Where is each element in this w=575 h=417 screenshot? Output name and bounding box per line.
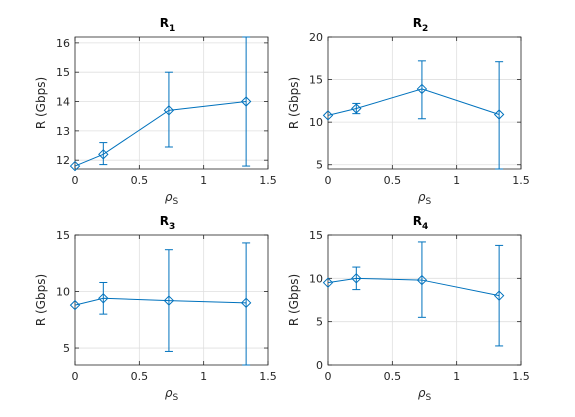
y-axis-label: R (Gbps): [287, 274, 301, 326]
x-tick-label: 1: [200, 370, 207, 383]
x-tick-label: 1: [453, 370, 460, 383]
subplot-r3: 0 0.5 1 1.5 5 10 15 R3 ρS R (Gbps): [34, 214, 277, 403]
y-tick-label: 12: [56, 154, 70, 167]
axes-box: [74, 36, 269, 170]
y-axis-label: R (Gbps): [34, 274, 48, 326]
data-point-marker: [351, 273, 362, 284]
x-tick-label: 1.5: [259, 370, 277, 383]
subplot-r4: 0 0.5 1 1.5 0 5 10 15 R4 ρS R (Gbps): [287, 214, 530, 403]
y-tick-label: 16: [56, 37, 70, 50]
chart-title-main: R: [413, 16, 422, 30]
x-axis-label-main: ρ: [165, 190, 173, 204]
x-tick-label: 1: [200, 174, 207, 187]
x-axis-label-subscript: S: [172, 197, 178, 207]
chart-title: R4: [413, 214, 429, 232]
data-point-marker: [98, 149, 109, 160]
data-point-marker: [322, 277, 334, 288]
x-tick-label: 0.5: [131, 370, 149, 383]
x-tick-label: 1.5: [259, 174, 277, 187]
chart-title-subscript: 1: [169, 24, 175, 34]
chart-title: R3: [160, 214, 176, 232]
data-point-marker: [163, 295, 175, 306]
y-tick-label: 14: [56, 96, 70, 109]
data-point-marker: [69, 299, 81, 311]
y-tick-label: 10: [56, 286, 70, 299]
series-line: [327, 277, 500, 297]
y-tick-label: 20: [309, 31, 323, 44]
x-axis-label-main: ρ: [418, 386, 426, 400]
series-line: [74, 101, 247, 167]
data-point-marker: [416, 274, 428, 286]
subplot-r2: 0 0.5 1 1.5 5 10 15 20 R2 ρS R (Gbps): [287, 16, 530, 207]
data-point-marker: [493, 109, 505, 120]
x-tick-label: 1.5: [512, 370, 530, 383]
y-tick-label: 5: [316, 159, 323, 172]
chart-title-subscript: 3: [169, 222, 175, 232]
x-tick-label: 0: [72, 174, 79, 187]
chart-title-subscript: 2: [422, 24, 428, 34]
x-axis-label-subscript: S: [425, 393, 431, 403]
x-tick-label: 1: [453, 174, 460, 187]
y-tick-label: 15: [309, 229, 323, 242]
axes-box: [327, 36, 522, 170]
x-tick-label: 1.5: [512, 174, 530, 187]
chart-title-subscript: 4: [422, 222, 428, 232]
y-tick-label: 0: [316, 359, 323, 372]
plot-area: [328, 235, 521, 365]
axes-box: [327, 234, 522, 366]
y-axis-label: R (Gbps): [34, 77, 48, 129]
plot-area: [75, 37, 268, 169]
chart-title: R1: [160, 16, 176, 34]
x-tick-label: 0.5: [384, 370, 402, 383]
y-tick-label: 10: [309, 116, 323, 129]
chart-title-main: R: [160, 214, 169, 228]
data-point-marker: [493, 290, 505, 301]
data-point-marker: [240, 96, 252, 107]
chart-title-main: R: [160, 16, 169, 30]
x-axis-label: ρS: [165, 190, 179, 207]
y-tick-label: 5: [316, 316, 323, 329]
data-point-marker: [322, 110, 334, 121]
y-tick-label: 15: [56, 66, 70, 79]
x-axis-label: ρS: [165, 386, 179, 403]
data-point-marker: [69, 160, 81, 172]
x-tick-label: 0.5: [131, 174, 149, 187]
plot-area: [75, 235, 268, 365]
data-point-marker: [351, 103, 362, 114]
y-axis-label: R (Gbps): [287, 77, 301, 129]
series-line: [327, 88, 500, 116]
x-axis-label-subscript: S: [172, 393, 178, 403]
x-axis-label-main: ρ: [418, 190, 426, 204]
series-line: [74, 297, 247, 306]
chart-title: R2: [413, 16, 429, 34]
y-tick-label: 13: [56, 125, 70, 138]
x-axis-label: ρS: [418, 386, 432, 403]
y-tick-label: 5: [63, 342, 70, 355]
y-tick-label: 15: [309, 74, 323, 87]
x-tick-label: 0: [72, 370, 79, 383]
data-point-marker: [240, 297, 252, 309]
y-tick-label: 10: [309, 272, 323, 285]
x-axis-label-main: ρ: [165, 386, 173, 400]
x-tick-label: 0: [325, 370, 332, 383]
chart-title-main: R: [413, 214, 422, 228]
x-tick-label: 0.5: [384, 174, 402, 187]
x-axis-label: ρS: [418, 190, 432, 207]
x-tick-label: 0: [325, 174, 332, 187]
y-tick-label: 15: [56, 229, 70, 242]
x-axis-label-subscript: S: [425, 197, 431, 207]
data-point-marker: [98, 293, 109, 304]
data-point-marker: [163, 105, 175, 116]
data-point-marker: [416, 83, 428, 95]
